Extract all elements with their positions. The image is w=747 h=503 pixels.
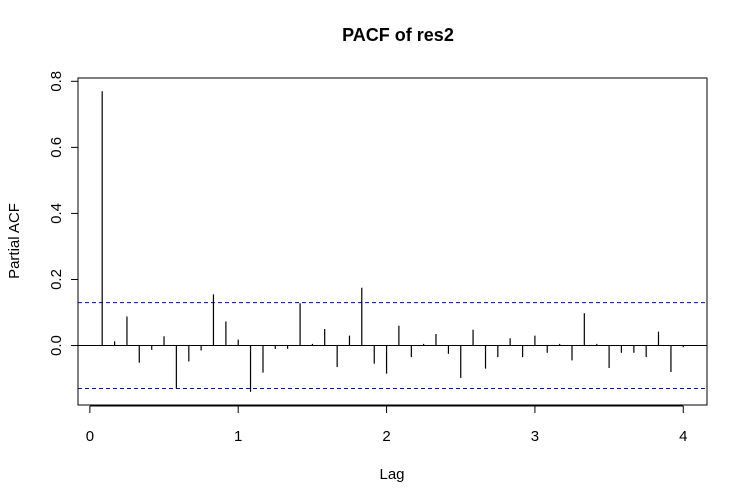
x-tick-label: 0 [86, 428, 94, 445]
y-axis-label: Partial ACF [6, 203, 23, 279]
x-tick-label: 1 [234, 428, 242, 445]
plot-frame [77, 77, 708, 406]
y-tick-label: 0.4 [48, 203, 65, 224]
x-axis: 0 1 2 3 4 [86, 405, 687, 445]
y-tick-label: 0.6 [48, 137, 65, 158]
x-axis-label: Lag [379, 466, 404, 483]
y-tick-label: 0.2 [48, 269, 65, 290]
plot-area [78, 91, 707, 392]
y-tick-label: 0.8 [48, 71, 65, 92]
y-tick-label: 0.0 [48, 335, 65, 356]
chart-title: PACF of res2 [342, 25, 454, 45]
y-axis: 0.0 0.2 0.4 0.6 0.8 [48, 71, 79, 356]
x-tick-label: 2 [382, 428, 390, 445]
x-tick-label: 3 [531, 428, 539, 445]
x-tick-label: 4 [679, 428, 687, 445]
